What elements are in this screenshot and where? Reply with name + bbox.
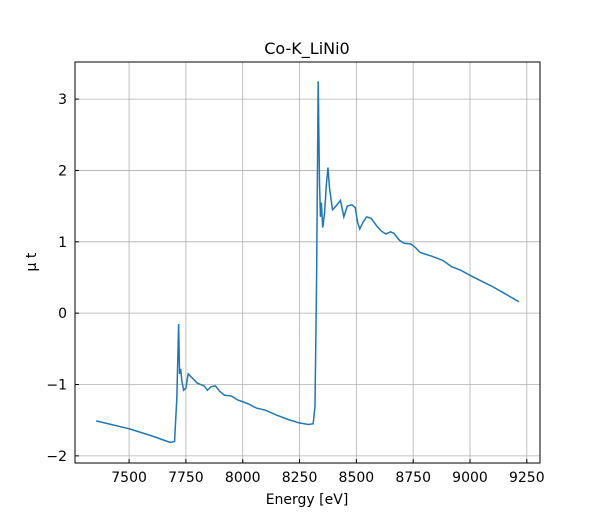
y-tick-label: 0 — [58, 306, 67, 322]
data-line — [95, 81, 520, 444]
x-tick-label: 9000 — [452, 470, 488, 486]
y-tick-label: −2 — [46, 449, 67, 465]
chart-title: Co-K_LiNi0 — [264, 39, 349, 59]
plot-frame — [74, 61, 541, 464]
x-tick-label: 8000 — [225, 470, 261, 486]
x-tick-label: 7500 — [111, 470, 147, 486]
y-tick-label: 2 — [58, 163, 67, 179]
x-axis-label: Energy [eV] — [266, 492, 349, 508]
y-axis-label: μ t — [24, 252, 40, 271]
y-tick-label: 1 — [58, 235, 67, 251]
y-tick-label: −1 — [46, 378, 67, 394]
x-tick-label: 8500 — [339, 470, 375, 486]
x-tick-label: 9250 — [509, 470, 545, 486]
x-tick-label: 8250 — [282, 470, 318, 486]
y-tick-label: 3 — [58, 92, 67, 108]
x-tick-label: 8750 — [395, 470, 431, 486]
x-tick-label: 7750 — [168, 470, 204, 486]
